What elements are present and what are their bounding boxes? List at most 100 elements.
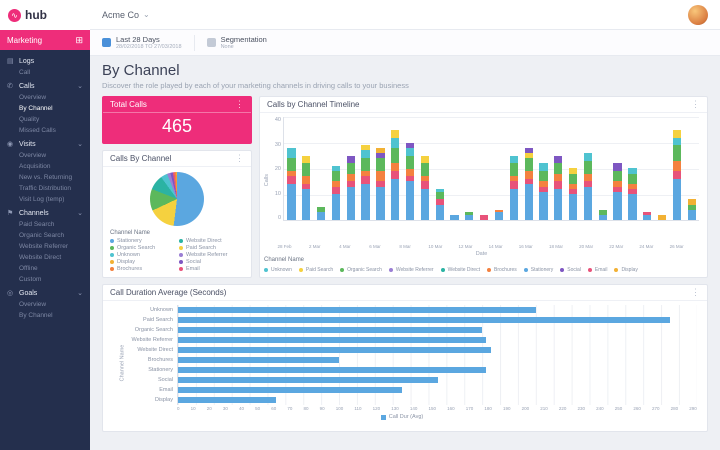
bar-segment-stationery: [672, 178, 682, 220]
timeline-bar[interactable]: [506, 117, 521, 220]
user-avatar[interactable]: [688, 4, 708, 25]
bar-segment-organic-search: [687, 204, 696, 210]
timeline-bar[interactable]: [551, 117, 566, 220]
category-label: Paid Search: [143, 317, 173, 323]
kebab-menu-icon[interactable]: ⋮: [235, 153, 244, 163]
timeline-bar[interactable]: [299, 117, 314, 220]
timeline-bar[interactable]: [521, 117, 536, 220]
brand[interactable]: ∿ hub: [0, 0, 90, 30]
timeline-bar[interactable]: [610, 117, 625, 220]
sidebar-item-traffic-distribution[interactable]: Traffic Distribution: [19, 185, 72, 192]
sidebar-section-visits[interactable]: ◉ Visits ⌄: [7, 140, 83, 149]
duration-bar-paid-search[interactable]: [178, 317, 671, 323]
timeline-bar[interactable]: [566, 117, 581, 220]
duration-bar-email[interactable]: [178, 387, 402, 393]
duration-bar-stationery[interactable]: [178, 367, 486, 373]
sidebar-item-paid-search[interactable]: Paid Search: [19, 221, 55, 228]
legend-item-unknown[interactable]: Unknown: [110, 252, 175, 258]
sidebar-item-visit-log-temp[interactable]: Visit Log (temp): [19, 196, 65, 203]
timeline-bar[interactable]: [284, 117, 299, 220]
legend-item-website-referrer[interactable]: Website Referrer: [179, 252, 244, 258]
legend-item-email[interactable]: Email: [179, 266, 244, 272]
sidebar-item-overview[interactable]: Overview: [19, 301, 47, 308]
segmentation-filter[interactable]: Segmentation None: [206, 35, 267, 50]
sidebar-item-overview[interactable]: Overview: [19, 152, 47, 159]
timeline-bar[interactable]: [536, 117, 551, 220]
sidebar-item-acquisition[interactable]: Acquisition: [19, 163, 51, 170]
sidebar-section-logs[interactable]: ▤ Logs: [7, 57, 35, 66]
timeline-bar[interactable]: [432, 117, 447, 220]
timeline-bar[interactable]: [492, 117, 507, 220]
timeline-bar[interactable]: [625, 117, 640, 220]
kebab-menu-icon[interactable]: ⋮: [235, 99, 244, 109]
legend-item-email[interactable]: Email: [587, 267, 607, 273]
timeline-bar[interactable]: [328, 117, 343, 220]
duration-bar-brochures[interactable]: [178, 357, 340, 363]
sidebar-item-new-vs-returning[interactable]: New vs. Returning: [19, 174, 73, 181]
sidebar-item-missed-calls[interactable]: Missed Calls: [19, 127, 56, 134]
legend-item-paid-search[interactable]: Paid Search: [298, 267, 333, 273]
timeline-bar[interactable]: [684, 117, 699, 220]
legend-item-organic-search[interactable]: Organic Search: [110, 245, 175, 251]
legend-item-website-referrer[interactable]: Website Referrer: [388, 267, 434, 273]
legend-item-website-direct[interactable]: Website Direct: [179, 238, 244, 244]
sidebar-item-organic-search[interactable]: Organic Search: [19, 232, 65, 239]
legend-item-display[interactable]: Display: [614, 267, 638, 273]
sidebar-section-goals[interactable]: ◎ Goals ⌄: [7, 289, 83, 298]
timeline-bar[interactable]: [447, 117, 462, 220]
legend-item-stationery[interactable]: Stationery: [523, 267, 553, 273]
timeline-bar[interactable]: [462, 117, 477, 220]
kebab-menu-icon[interactable]: ⋮: [691, 99, 700, 109]
sidebar-section-channels[interactable]: ⚑ Channels ⌄: [7, 209, 83, 218]
timeline-bar[interactable]: [655, 117, 670, 220]
bar-segment-unknown: [509, 155, 518, 164]
timeline-bar[interactable]: [343, 117, 358, 220]
timeline-bar[interactable]: [670, 117, 685, 220]
timeline-bar[interactable]: [640, 117, 655, 220]
duration-bar-website-referrer[interactable]: [178, 337, 486, 343]
total-calls-title: Total Calls: [110, 100, 147, 109]
timeline-bar[interactable]: [417, 117, 432, 220]
legend-item-unknown[interactable]: Unknown: [264, 267, 292, 273]
legend-item-social[interactable]: Social: [560, 267, 581, 273]
duration-bar-display[interactable]: [178, 397, 277, 403]
timeline-bar[interactable]: [314, 117, 329, 220]
legend-item-brochures[interactable]: Brochures: [110, 266, 175, 272]
legend-item-organic-search[interactable]: Organic Search: [340, 267, 382, 273]
sidebar-item-website-referrer[interactable]: Website Referrer: [19, 243, 69, 250]
legend-item-paid-search[interactable]: Paid Search: [179, 245, 244, 251]
sidebar-item-by-channel[interactable]: By Channel: [19, 312, 53, 319]
sidebar-item-offline[interactable]: Offline: [19, 265, 38, 272]
duration-row: Unknown: [150, 305, 697, 315]
timeline-bar[interactable]: [388, 117, 403, 220]
sidebar-item-marketing[interactable]: Marketing ⊞: [0, 30, 90, 50]
duration-bar-social[interactable]: [178, 377, 438, 383]
timeline-bar[interactable]: [477, 117, 492, 220]
timeline-bar[interactable]: [373, 117, 388, 220]
legend-item-display[interactable]: Display: [110, 259, 175, 265]
sidebar-item-overview[interactable]: Overview: [19, 94, 47, 101]
legend-item-stationery[interactable]: Stationery: [110, 238, 175, 244]
duration-bar-unknown[interactable]: [178, 307, 536, 313]
timeline-bar[interactable]: [595, 117, 610, 220]
timeline-bar[interactable]: [581, 117, 596, 220]
date-range-filter[interactable]: Last 28 Days 28/02/2018 TO 27/03/2018: [102, 35, 182, 50]
x-tick: 260: [633, 406, 641, 411]
timeline-bar[interactable]: [358, 117, 373, 220]
sidebar-item-call[interactable]: Call: [19, 69, 31, 76]
x-tick: 130: [391, 406, 399, 411]
sidebar-item-quality[interactable]: Quality: [19, 116, 40, 123]
legend-item-brochures[interactable]: Brochures: [486, 267, 517, 273]
duration-bar-website-direct[interactable]: [178, 347, 492, 353]
kebab-menu-icon[interactable]: ⋮: [691, 287, 700, 297]
timeline-y-axis: 40 30 20 10 0: [270, 117, 283, 221]
duration-bar-organic-search[interactable]: [178, 327, 483, 333]
account-selector[interactable]: Acme Co ⌄: [102, 10, 150, 20]
timeline-bar[interactable]: [403, 117, 418, 220]
legend-item-social[interactable]: Social: [179, 259, 244, 265]
sidebar-item-custom[interactable]: Custom: [19, 276, 42, 283]
sidebar-item-website-direct[interactable]: Website Direct: [19, 254, 62, 261]
sidebar-item-by-channel[interactable]: By Channel: [19, 105, 53, 112]
sidebar-section-calls[interactable]: ✆ Calls ⌄: [7, 82, 83, 91]
legend-item-website-direct[interactable]: Website Direct: [440, 267, 480, 273]
